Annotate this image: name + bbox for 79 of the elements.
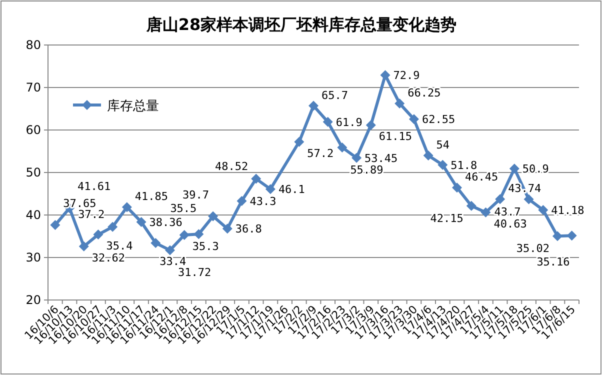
data-label: 54 [436,138,450,152]
point [566,230,577,241]
point [194,229,204,240]
data-label: 62.55 [422,113,456,126]
data-label: 50.9 [522,162,549,176]
point [524,194,534,204]
data-label: 42.15 [430,212,464,225]
chart-title: 唐山28家样本调坯厂坯料库存总量变化趋势 [145,15,457,34]
point [122,202,132,212]
point [509,164,520,174]
data-label: 46.1 [278,183,305,196]
data-label: 41.18 [551,204,584,217]
point [366,120,376,130]
legend-label: 库存总量 [107,99,159,114]
point [380,70,390,80]
point [236,196,247,206]
point [538,204,548,215]
point [251,174,262,184]
data-label: 38.36 [149,216,182,229]
data-label: 35.5 [170,202,197,216]
point [495,194,506,204]
data-label: 55.89 [350,163,384,176]
point [294,136,304,147]
point [208,211,218,222]
data-label: 53.45 [364,152,398,165]
point [408,114,419,124]
y-tick-label: 70 [26,80,41,94]
data-label: 31.72 [178,266,212,280]
point [352,152,362,163]
data-label: 65.7 [322,88,348,102]
point [552,231,562,242]
data-label: 35.02 [516,242,550,256]
y-tick-label: 50 [26,166,41,180]
point [308,100,318,111]
point [50,220,60,230]
point [164,245,175,256]
data-label: 66.25 [408,86,441,100]
point [322,116,333,127]
point [337,142,348,152]
point [136,216,146,227]
data-label: 37.2 [78,208,105,221]
y-tick-label: 60 [26,123,41,137]
data-label: 46.45 [465,170,498,184]
point [466,200,476,211]
data-label: 36.8 [235,222,262,236]
y-tick-label: 80 [26,38,41,52]
data-label: 41.85 [134,190,168,204]
y-tick-label: 30 [26,250,41,264]
data-label: 35.4 [106,240,134,253]
data-label: 43.7 [494,205,521,218]
data-label: 43.3 [250,194,276,208]
data-label: 33.4 [160,255,187,268]
point [394,98,405,108]
point [108,222,118,232]
point [222,224,232,234]
point [480,207,491,218]
data-label: 48.52 [214,160,248,173]
data-label: 51.8 [450,158,478,172]
data-label: 32.62 [92,251,126,264]
data-label: 72.9 [393,69,420,82]
point [265,184,276,194]
point [423,150,434,160]
data-label: 40.63 [494,217,527,230]
data-label: 39.7 [182,188,210,202]
data-label: 37.65 [63,196,96,210]
point [179,230,190,240]
point [452,182,462,193]
point [438,160,448,170]
data-label: 41.61 [78,180,111,194]
y-tick-label: 20 [26,293,41,307]
data-label: 35.3 [192,240,219,253]
data-label: 35.16 [536,256,570,269]
point [150,238,161,248]
point [78,241,89,252]
point [93,230,104,240]
data-label: 57.2 [307,146,334,160]
y-tick-label: 40 [26,208,41,222]
data-label: 61.9 [336,116,362,129]
data-label: 61.15 [378,130,412,144]
